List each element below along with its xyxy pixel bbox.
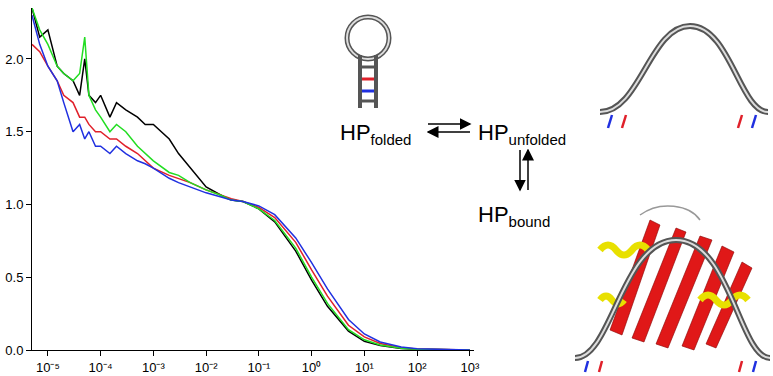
svg-text:10¹: 10¹ (355, 360, 374, 375)
svg-text:1.0: 1.0 (5, 197, 23, 212)
svg-text:10⁻⁵: 10⁻⁵ (36, 360, 60, 375)
svg-text:0.0: 0.0 (5, 343, 23, 358)
svg-text:10³: 10³ (460, 360, 479, 375)
svg-text:1.5: 1.5 (5, 124, 23, 139)
svg-text:10⁰: 10⁰ (302, 360, 321, 375)
svg-text:HPfolded: HPfolded (340, 120, 411, 148)
svg-text:10⁻³: 10⁻³ (142, 360, 165, 375)
svg-text:10⁻⁴: 10⁻⁴ (89, 360, 113, 375)
svg-text:10⁻¹: 10⁻¹ (247, 360, 270, 375)
svg-text:0.5: 0.5 (5, 270, 23, 285)
svg-text:HPunfolded: HPunfolded (478, 120, 566, 148)
svg-text:10²: 10² (408, 360, 427, 375)
svg-text:10⁻²: 10⁻² (195, 360, 218, 375)
svg-text:HPbound: HPbound (478, 202, 550, 230)
svg-text:2.0: 2.0 (5, 51, 23, 66)
